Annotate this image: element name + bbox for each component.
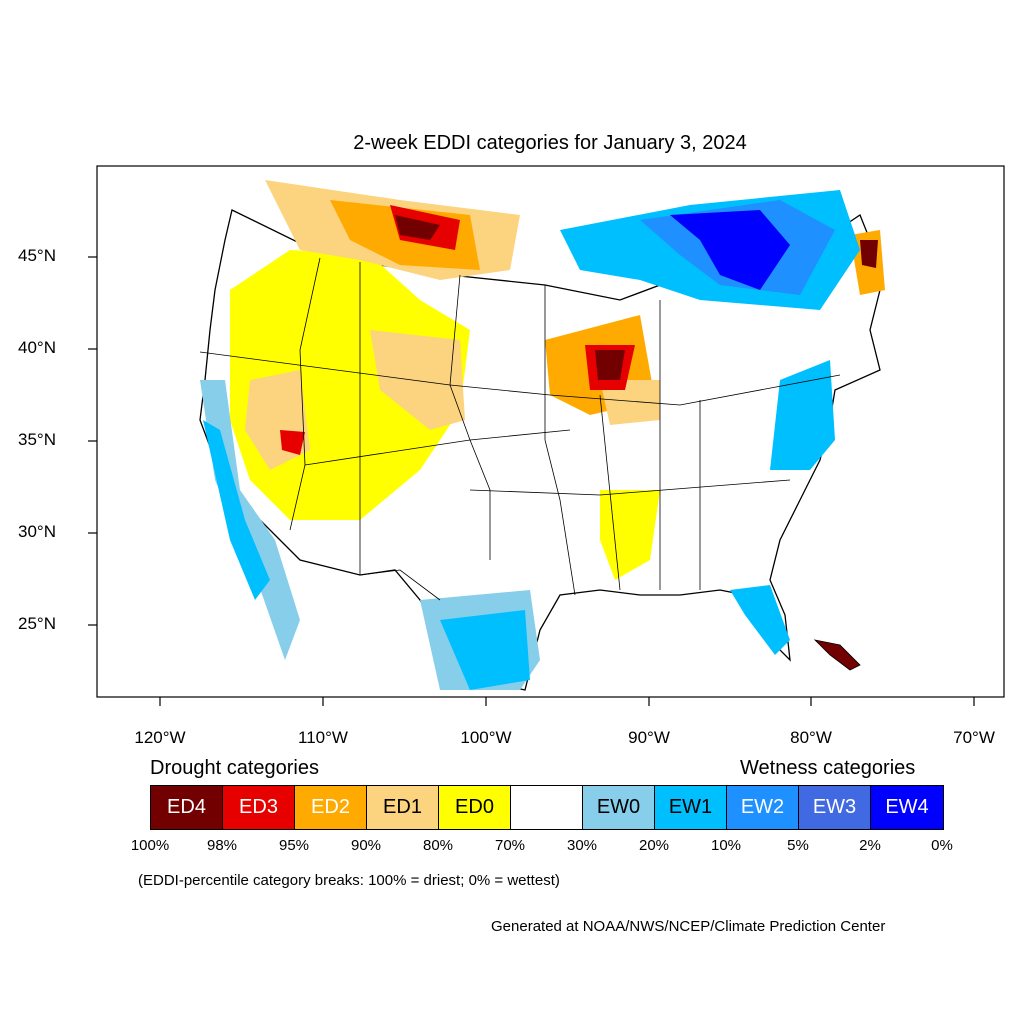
legend-cell-ew3: EW3 [799,786,871,829]
wetness-ew1-patch-texas [440,610,530,690]
drought-ed1-patch-midwest [600,380,660,425]
drought-ed1-patch-plains [370,330,465,430]
drought-ed0-patch-south [600,490,660,580]
drought-ed4-patch-north [395,215,440,240]
lat-label-30: 30°N [18,522,56,541]
wetness-ew4-patch-great-lakes [670,210,790,290]
legend-break-label: 2% [859,837,881,854]
legend-break-label: 30% [566,837,598,854]
axis-ticks [88,256,975,706]
lon-label-70: 70°W [953,728,995,747]
wetness-ew1-patch-east [770,360,835,470]
lon-label-90: 90°W [628,728,670,747]
legend-cell-ed2: ED2 [295,786,367,829]
legend-break-label: 90% [350,837,382,854]
bahamas-islands [813,639,861,671]
category-note: (EDDI-percentile category breaks: 100% =… [138,872,560,889]
legend-break-label: 0% [931,837,953,854]
legend-cell-ew1: EW1 [655,786,727,829]
legend-cell-ed0: ED0 [439,786,511,829]
legend-cell-ew4: EW4 [871,786,943,829]
legend-break-label: 98% [206,837,238,854]
drought-legend-title: Drought categories [150,757,319,779]
drought-ed3-patch-nevada [280,430,305,455]
legend-cell-ew0: EW0 [583,786,655,829]
wetness-legend-title: Wetness categories [740,757,916,779]
legend-break-label: 10% [710,837,742,854]
state-boundaries [199,257,841,601]
legend-break-label: 20% [638,837,670,854]
legend-break-label: 95% [278,837,310,854]
legend-break-label: 80% [422,837,454,854]
map-field [199,180,885,691]
legend-break-label: 100% [130,837,170,854]
lon-label-80: 80°W [790,728,832,747]
legend-color-bar: ED4 ED3 ED2 ED1 ED0 EW0 EW1 EW2 EW3 EW4 [150,785,944,830]
drought-ed4-patch-midwest [595,350,625,380]
lon-label-110: 110°W [298,728,348,747]
legend-cell-neutral [511,786,583,829]
legend-break-label: 5% [787,837,809,854]
legend-break-label: 70% [494,837,526,854]
lon-label-100: 100°W [460,728,512,747]
lon-label-120: 120°W [134,728,186,747]
credit-line: Generated at NOAA/NWS/NCEP/Climate Predi… [491,918,886,935]
legend-cell-ed1: ED1 [367,786,439,829]
lat-label-40: 40°N [18,338,56,357]
wetness-ew1-patch-westcoast [203,420,270,600]
drought-ed4-patch-maine [860,240,878,268]
wetness-ew1-patch-florida [730,585,790,655]
map-title: 2-week EDDI categories for January 3, 20… [353,132,747,154]
legend-cell-ed3: ED3 [223,786,295,829]
lat-label-45: 45°N [18,246,56,265]
legend-cell-ew2: EW2 [727,786,799,829]
lat-label-35: 35°N [18,430,56,449]
legend-cell-ed4: ED4 [151,786,223,829]
lat-label-25: 25°N [18,614,56,633]
